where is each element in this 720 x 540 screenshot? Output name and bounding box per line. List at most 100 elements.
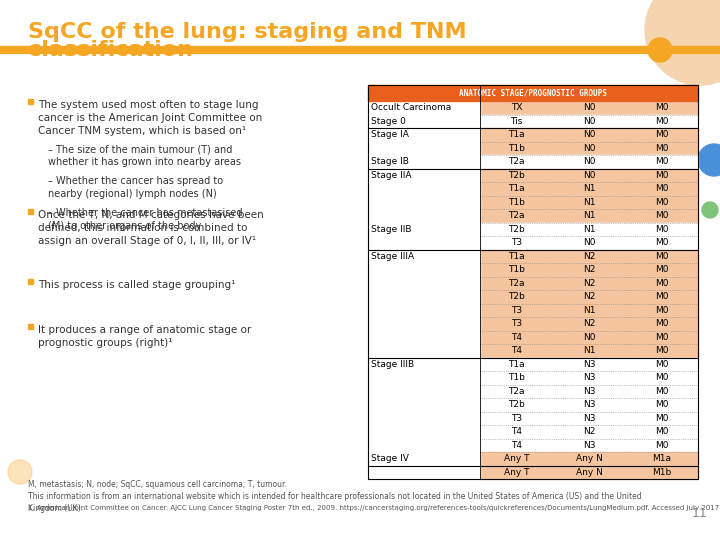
Bar <box>368 425 480 438</box>
Bar <box>368 155 480 168</box>
Bar <box>480 209 698 222</box>
Bar <box>28 279 33 284</box>
Bar <box>368 141 480 155</box>
Bar <box>368 101 480 114</box>
Text: M0: M0 <box>655 184 668 193</box>
Bar <box>368 236 480 249</box>
Text: Any T: Any T <box>504 454 529 463</box>
Text: M0: M0 <box>655 387 668 396</box>
Text: N3: N3 <box>583 441 595 450</box>
Text: M0: M0 <box>655 265 668 274</box>
Bar <box>368 330 480 344</box>
Text: N0: N0 <box>583 171 595 180</box>
Bar <box>480 411 698 425</box>
Text: T4: T4 <box>511 427 522 436</box>
Bar <box>480 101 698 114</box>
Text: – Whether the cancer has spread to
nearby (regional) lymph nodes (N): – Whether the cancer has spread to nearb… <box>48 176 223 199</box>
Bar <box>0 46 720 50</box>
Circle shape <box>702 202 718 218</box>
Text: M0: M0 <box>655 144 668 153</box>
Text: Stage IA: Stage IA <box>371 130 409 139</box>
Text: Stage IIIA: Stage IIIA <box>371 252 414 261</box>
Bar <box>368 263 480 276</box>
Text: M0: M0 <box>655 198 668 207</box>
Text: This process is called stage grouping¹: This process is called stage grouping¹ <box>38 280 235 290</box>
Text: M0: M0 <box>655 130 668 139</box>
Text: N3: N3 <box>583 387 595 396</box>
Bar <box>368 182 480 195</box>
Text: N1: N1 <box>583 346 595 355</box>
Bar <box>368 452 480 465</box>
Text: Any N: Any N <box>576 454 603 463</box>
Bar <box>368 290 480 303</box>
Text: M, metastasis; N, node; SqCC, squamous cell carcinoma; T, tumour.
This informati: M, metastasis; N, node; SqCC, squamous c… <box>28 480 642 512</box>
Bar <box>480 182 698 195</box>
Text: M0: M0 <box>655 346 668 355</box>
Bar <box>368 209 480 222</box>
Circle shape <box>8 460 32 484</box>
Text: T2a: T2a <box>508 279 525 288</box>
Text: N3: N3 <box>583 414 595 423</box>
Text: M0: M0 <box>655 333 668 342</box>
Text: N2: N2 <box>583 427 595 436</box>
Text: Stage IIIB: Stage IIIB <box>371 360 414 369</box>
Text: M0: M0 <box>655 225 668 234</box>
Text: T1b: T1b <box>508 144 525 153</box>
Text: M0: M0 <box>655 103 668 112</box>
Text: T1a: T1a <box>508 184 525 193</box>
Bar <box>368 398 480 411</box>
Text: T2a: T2a <box>508 157 525 166</box>
Bar <box>368 276 480 290</box>
Bar <box>480 317 698 330</box>
Text: Once the T, N, and M categories have been
defined, this information is combined : Once the T, N, and M categories have bee… <box>38 210 264 246</box>
Text: M0: M0 <box>655 360 668 369</box>
Bar <box>480 425 698 438</box>
Text: T2b: T2b <box>508 225 525 234</box>
Text: Any N: Any N <box>576 468 603 477</box>
Text: M1b: M1b <box>652 468 671 477</box>
Text: T4: T4 <box>511 346 522 355</box>
Bar <box>28 209 33 214</box>
Bar <box>368 85 698 479</box>
Circle shape <box>645 0 720 85</box>
Bar <box>480 222 698 236</box>
Bar <box>28 324 33 329</box>
Bar <box>480 371 698 384</box>
Text: M0: M0 <box>655 279 668 288</box>
Text: N0: N0 <box>583 238 595 247</box>
Text: M0: M0 <box>655 211 668 220</box>
Text: T2a: T2a <box>508 211 525 220</box>
Text: M0: M0 <box>655 292 668 301</box>
Text: T3: T3 <box>511 319 522 328</box>
Bar <box>480 276 698 290</box>
Text: Stage IB: Stage IB <box>371 157 409 166</box>
Text: T4: T4 <box>511 333 522 342</box>
Bar <box>368 344 480 357</box>
Bar <box>480 452 698 465</box>
Text: – Whether the cancer has metastasised
(M) to other organs of the body: – Whether the cancer has metastasised (M… <box>48 208 243 231</box>
Text: – The size of the main tumour (T) and
whether it has grown into nearby areas: – The size of the main tumour (T) and wh… <box>48 144 241 167</box>
Text: N0: N0 <box>583 117 595 126</box>
Text: T2b: T2b <box>508 292 525 301</box>
Bar <box>480 398 698 411</box>
Text: N0: N0 <box>583 130 595 139</box>
Text: N1: N1 <box>583 306 595 315</box>
Text: M0: M0 <box>655 238 668 247</box>
Bar <box>368 357 480 371</box>
Text: ANATOMIC STAGE/PROGNOSTIC GROUPS: ANATOMIC STAGE/PROGNOSTIC GROUPS <box>459 89 607 98</box>
Text: T1a: T1a <box>508 360 525 369</box>
Text: M0: M0 <box>655 414 668 423</box>
Text: SqCC of the lung: staging and TNM: SqCC of the lung: staging and TNM <box>28 22 467 42</box>
Bar <box>28 99 33 104</box>
Text: N2: N2 <box>583 265 595 274</box>
Text: N1: N1 <box>583 198 595 207</box>
Text: T2b: T2b <box>508 400 525 409</box>
Bar <box>480 465 698 479</box>
Bar <box>368 114 480 128</box>
Text: Stage 0: Stage 0 <box>371 117 406 126</box>
Bar <box>480 168 698 182</box>
Bar <box>368 371 480 384</box>
Text: M0: M0 <box>655 441 668 450</box>
Bar <box>480 344 698 357</box>
Bar <box>368 384 480 398</box>
